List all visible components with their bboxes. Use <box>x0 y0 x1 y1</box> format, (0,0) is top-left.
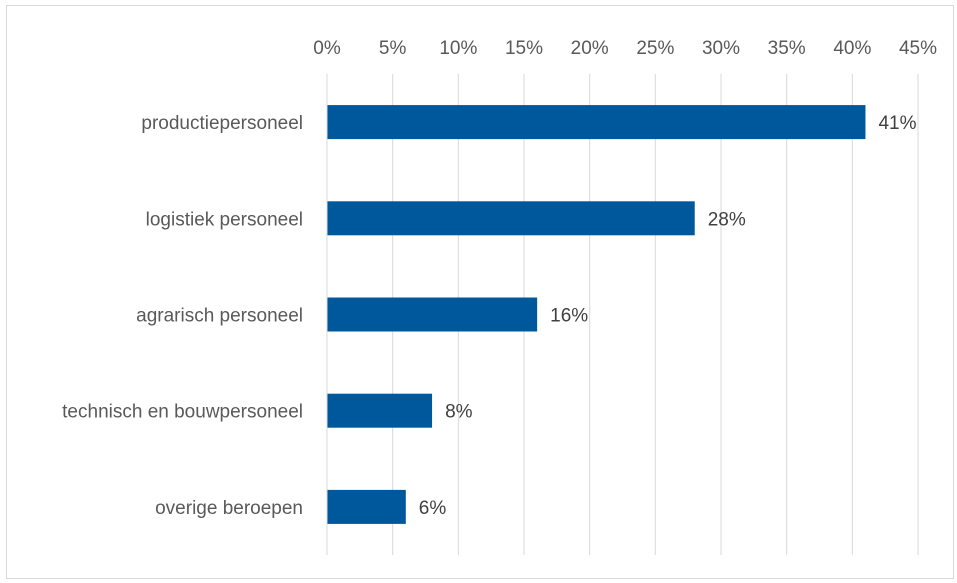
bar <box>327 201 695 236</box>
bars <box>327 105 866 524</box>
category-label: overige beroepen <box>155 498 303 519</box>
category-label: technisch en bouwpersoneel <box>62 402 303 423</box>
bar <box>327 489 406 524</box>
x-tick-label: 25% <box>636 38 674 59</box>
chart-frame <box>6 5 954 579</box>
data-label: 8% <box>445 402 473 423</box>
gridlines <box>392 74 919 555</box>
category-label: logistiek personeel <box>146 209 303 230</box>
x-tick-label: 35% <box>768 38 806 59</box>
data-label: 28% <box>708 209 746 230</box>
category-labels: productiepersoneel logistiek personeel agr… <box>62 113 303 519</box>
category-label: agrarisch personeel <box>136 306 303 327</box>
x-axis-ticks: 0% 5% 10% 15% 20% 25% 30% 35% 40% 45% <box>313 38 937 59</box>
bar <box>327 393 433 428</box>
category-label: productiepersoneel <box>141 113 303 134</box>
x-tick-label: 20% <box>571 38 609 59</box>
x-tick-label: 30% <box>702 38 740 59</box>
data-label: 6% <box>419 498 447 519</box>
x-tick-label: 0% <box>313 38 341 59</box>
bar <box>327 105 866 140</box>
x-tick-label: 10% <box>439 38 477 59</box>
bar <box>327 297 538 332</box>
data-labels: 41% 28% 16% 8% 6% <box>419 113 917 519</box>
x-tick-label: 40% <box>833 38 871 59</box>
x-tick-label: 45% <box>899 38 937 59</box>
data-label: 41% <box>878 113 916 134</box>
data-label: 16% <box>550 306 588 327</box>
x-tick-label: 15% <box>505 38 543 59</box>
x-tick-label: 5% <box>379 38 407 59</box>
